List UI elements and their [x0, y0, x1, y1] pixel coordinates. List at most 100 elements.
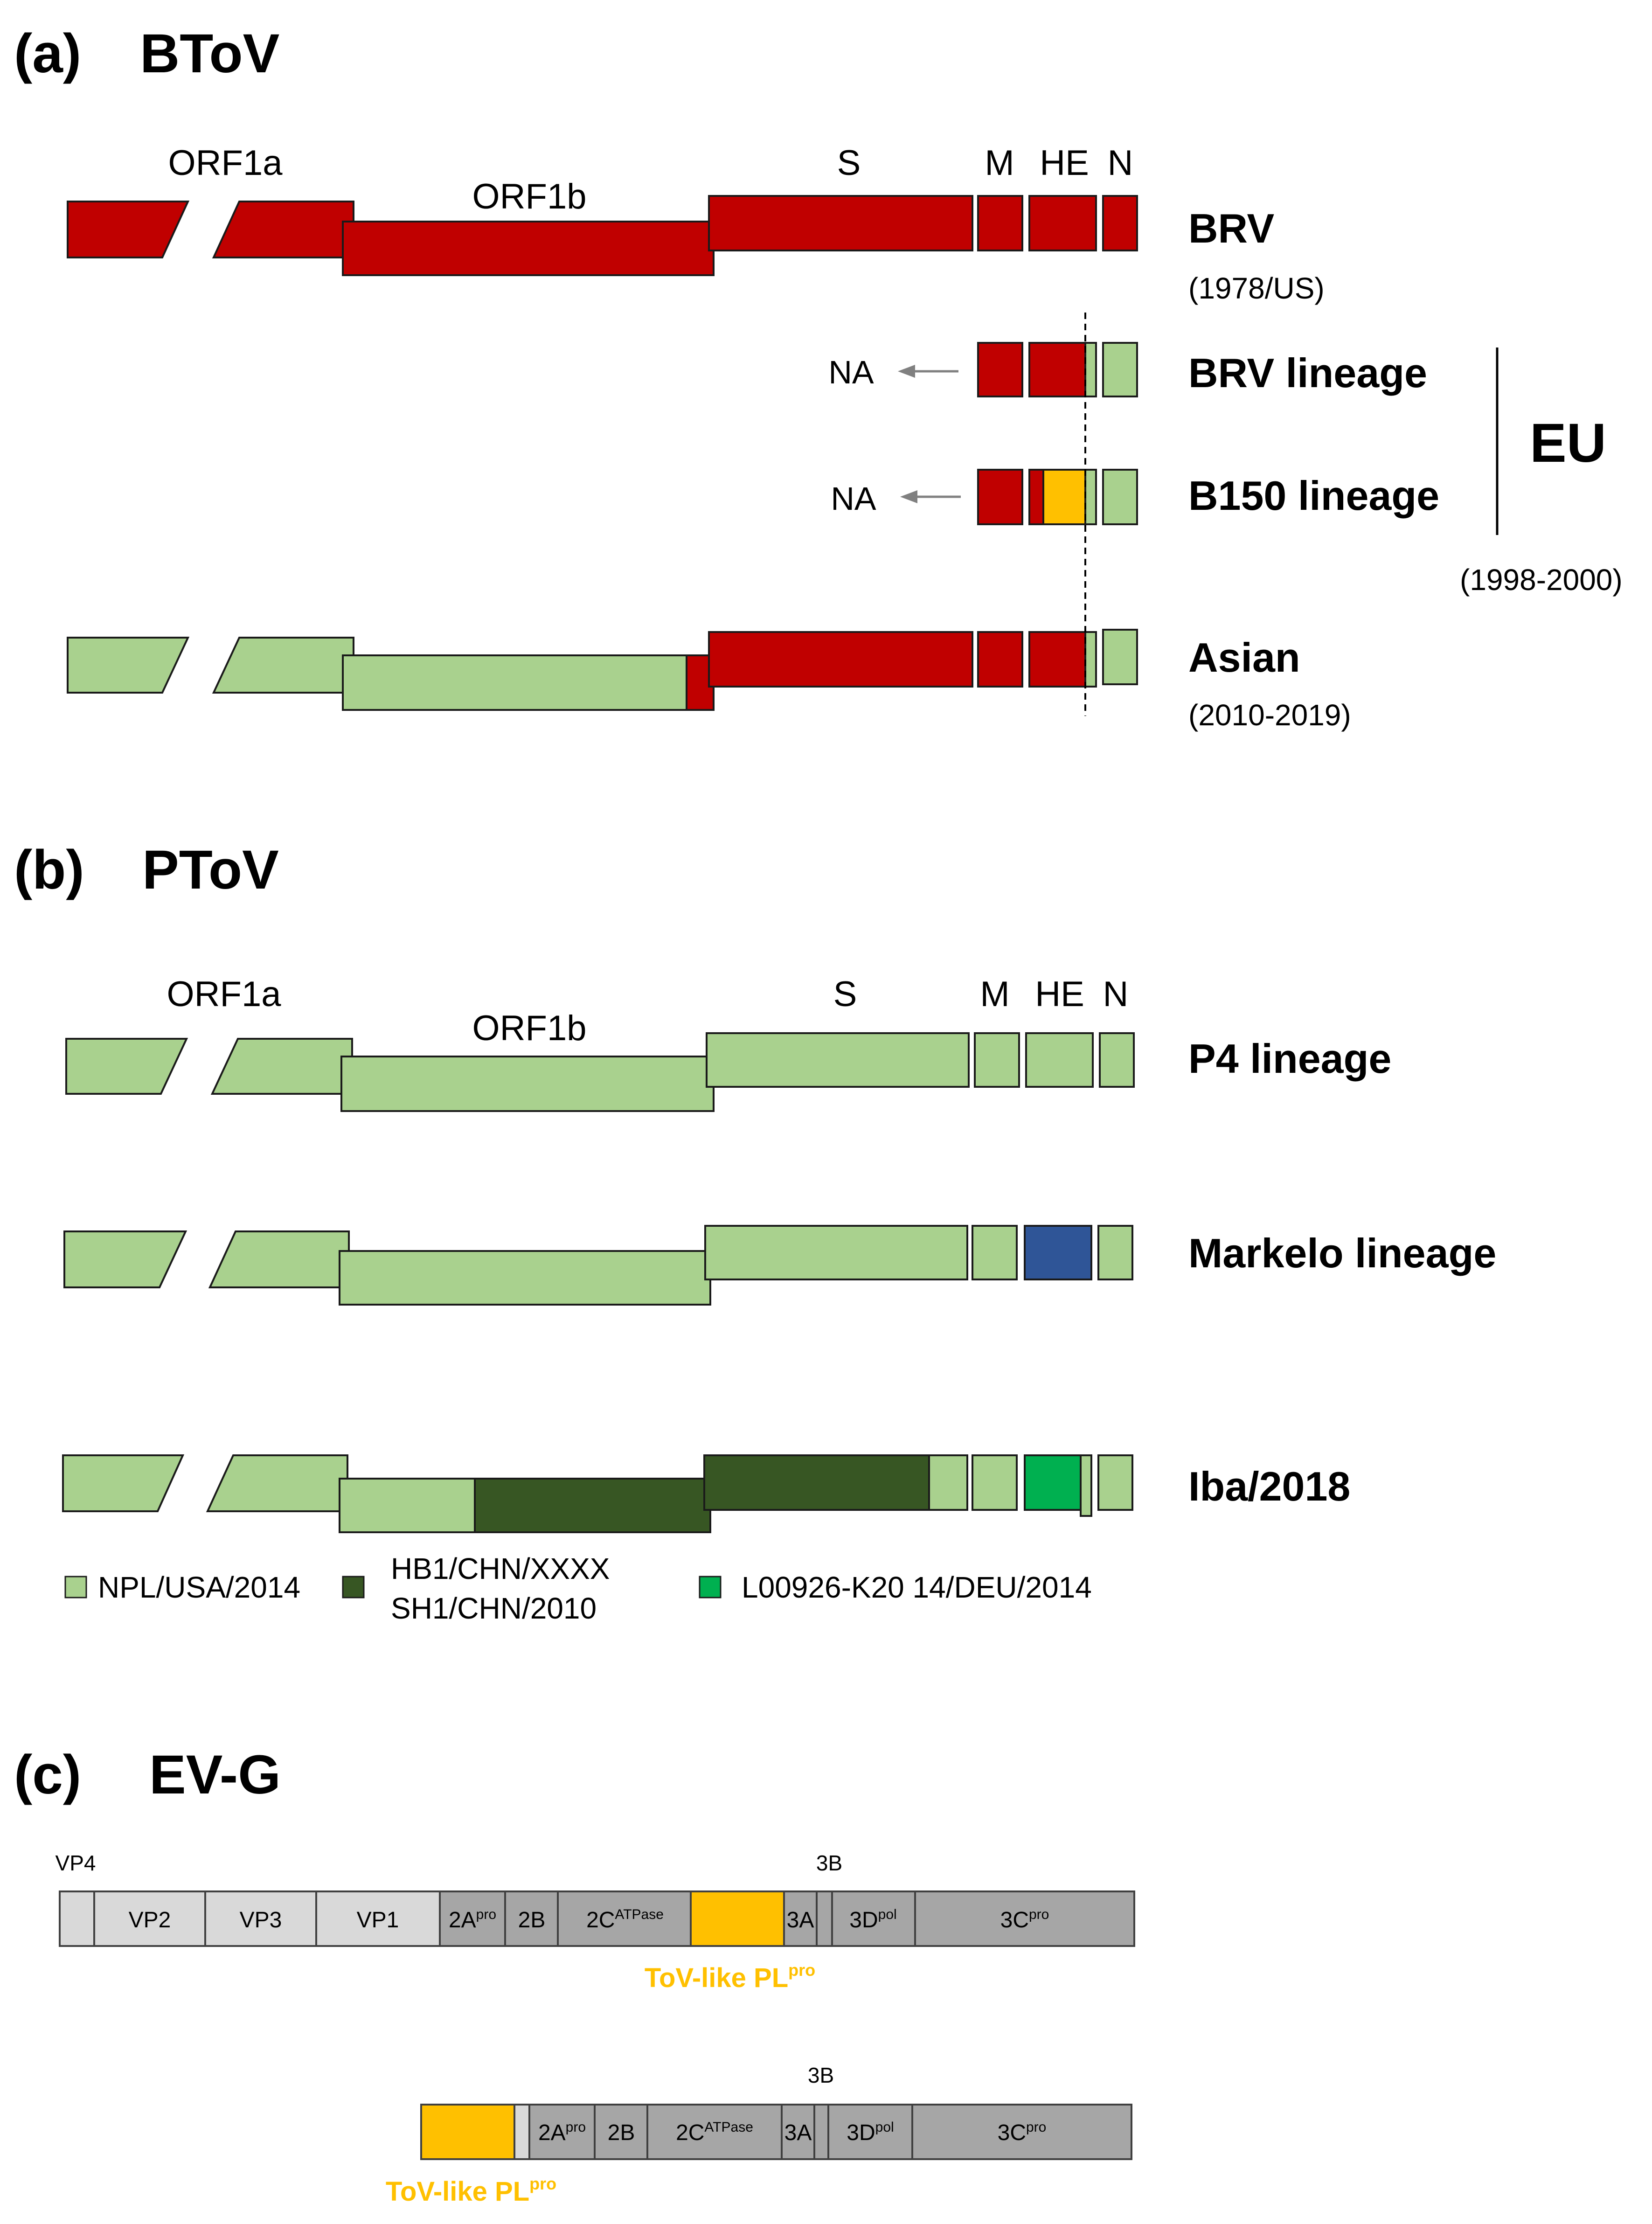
gene-label-orf1b: ORF1b	[472, 1008, 587, 1048]
3d-label: 3Dpol	[847, 2120, 894, 2145]
2c-label: 2CATPase	[586, 1907, 664, 1932]
vp2-label: VP2	[129, 1908, 171, 1932]
orf1b-segment-green	[339, 1478, 476, 1533]
vp3-label: VP3	[240, 1908, 282, 1932]
2b-label: 2B	[518, 1908, 546, 1932]
gene-label-he: HE	[1040, 143, 1089, 183]
row-label-brv: BRV	[1188, 205, 1275, 251]
m-segment	[972, 1454, 1018, 1511]
2a-label: 2Apro	[449, 1907, 496, 1932]
m-segment	[972, 1225, 1018, 1280]
row-label-iba-2018: Iba/2018	[1188, 1463, 1350, 1509]
2b-segment	[504, 1890, 559, 1947]
gene-label-m: M	[985, 143, 1014, 183]
genome-row-asian	[67, 629, 1138, 711]
he-segment	[1025, 1032, 1094, 1088]
legend-label-l00926: L00926-K20 14/DEU/2014	[742, 1571, 1092, 1604]
m-segment	[974, 1032, 1020, 1088]
panel-c: (c) EV-G VP4 3B VP2 VP3 VP1 2Apro 2B 2CA…	[14, 1744, 1135, 2207]
legend-swatch-dark-green	[342, 1576, 365, 1598]
s-segment	[708, 195, 973, 251]
he-segment-green	[1080, 1454, 1092, 1517]
panel-c-letter: (c)	[14, 1744, 81, 1806]
he-segment-red	[1028, 631, 1086, 688]
orf1a-segment-right	[210, 1038, 353, 1095]
2b-label: 2B	[608, 2120, 635, 2145]
3a-segment	[783, 1890, 818, 1947]
n-segment	[1102, 342, 1138, 397]
arrow-b150-lineage	[900, 490, 961, 503]
na-label-brv-lineage: NA	[828, 354, 874, 390]
panel-a-title: BToV	[140, 23, 279, 84]
orf1b-segment	[340, 1056, 715, 1112]
m-segment	[977, 195, 1023, 251]
vp4-label: VP4	[56, 1851, 96, 1875]
orf1a-segment-left	[67, 201, 190, 258]
eu-group-label: EU	[1530, 412, 1606, 474]
orf1a-segment-right	[208, 1230, 350, 1288]
tov-like-plpro-label: ToV-like PLpro	[645, 1960, 815, 1993]
gene-label-n: N	[1108, 143, 1133, 183]
n-segment	[1102, 195, 1138, 251]
gene-label-m: M	[980, 974, 1009, 1014]
row-label-p4-lineage: P4 lineage	[1188, 1036, 1391, 1082]
n-segment	[1099, 1032, 1135, 1088]
tov-like-plpro-segment	[420, 2104, 515, 2160]
panel-b-letter: (b)	[14, 839, 84, 901]
gene-label-orf1b: ORF1b	[472, 177, 587, 216]
he-segment	[1024, 1225, 1092, 1280]
n-segment	[1097, 1225, 1133, 1280]
3d-segment	[827, 2104, 913, 2160]
orf1a-segment-right	[212, 201, 354, 258]
row-label-asian: Asian	[1188, 634, 1300, 681]
row-sub-asian: (2010-2019)	[1188, 698, 1351, 732]
he-segment-red	[1028, 469, 1044, 525]
panel-b-title: PToV	[142, 839, 279, 901]
legend: NPL/USA/2014 HB1/CHN/XXXX SH1/CHN/2010 L…	[64, 1552, 1092, 1625]
3b-label: 3B	[816, 1851, 842, 1875]
genome-row-brv	[67, 195, 1138, 276]
2c-segment	[646, 2104, 783, 2160]
genome-row-brv-lineage	[977, 342, 1138, 397]
m-segment	[977, 631, 1023, 688]
row-sub-brv: (1978/US)	[1188, 271, 1325, 305]
orf1a-segment-left	[67, 637, 190, 694]
2c-segment	[557, 1890, 692, 1947]
vp3-segment	[204, 1890, 317, 1947]
orf1a-segment-right	[212, 637, 354, 694]
3c-segment	[911, 2104, 1132, 2160]
m-segment	[977, 342, 1023, 397]
gene-label-orf1a: ORF1a	[168, 143, 283, 183]
n-segment	[1102, 629, 1138, 685]
genome-row-b150-lineage	[977, 469, 1138, 525]
gene-label-he: HE	[1035, 974, 1084, 1014]
gene-label-orf1a: ORF1a	[167, 974, 282, 1014]
panel-a: (a) BToV ORF1a ORF1b S M HE N BRV (1978/…	[14, 23, 1623, 732]
genome-row-markelo-lineage	[63, 1225, 1133, 1306]
gene-label-n: N	[1103, 974, 1129, 1014]
ev-g-genome-1: VP4 3B VP2 VP3 VP1 2Apro 2B 2CATPase 3A …	[56, 1851, 1135, 1993]
panel-c-title: EV-G	[149, 1744, 281, 1806]
row-label-markelo-lineage: Markelo lineage	[1188, 1230, 1496, 1276]
he-segment	[1028, 195, 1097, 251]
spacer-segment	[514, 2104, 530, 2160]
3a-label: 3A	[784, 2120, 812, 2145]
3b-label: 3B	[808, 2063, 834, 2087]
legend-label-sh1: SH1/CHN/2010	[391, 1592, 597, 1625]
row-label-b150-lineage: B150 lineage	[1188, 473, 1439, 519]
vp4-segment	[59, 1890, 95, 1947]
tov-like-plpro-segment	[690, 1890, 785, 1947]
2c-label: 2CATPase	[676, 2120, 753, 2145]
s-segment-green	[928, 1454, 968, 1511]
he-segment-green	[1084, 469, 1097, 525]
eu-group-sub: (1998-2000)	[1460, 563, 1623, 597]
vp2-segment	[93, 1890, 206, 1947]
orf1b-segment	[342, 221, 715, 276]
3c-segment	[914, 1890, 1135, 1947]
3d-label: 3Dpol	[849, 1907, 896, 1932]
s-segment	[704, 1225, 968, 1280]
he-segment-red	[1028, 342, 1086, 397]
legend-label-hb1: HB1/CHN/XXXX	[391, 1552, 610, 1585]
na-label-b150-lineage: NA	[831, 480, 876, 517]
